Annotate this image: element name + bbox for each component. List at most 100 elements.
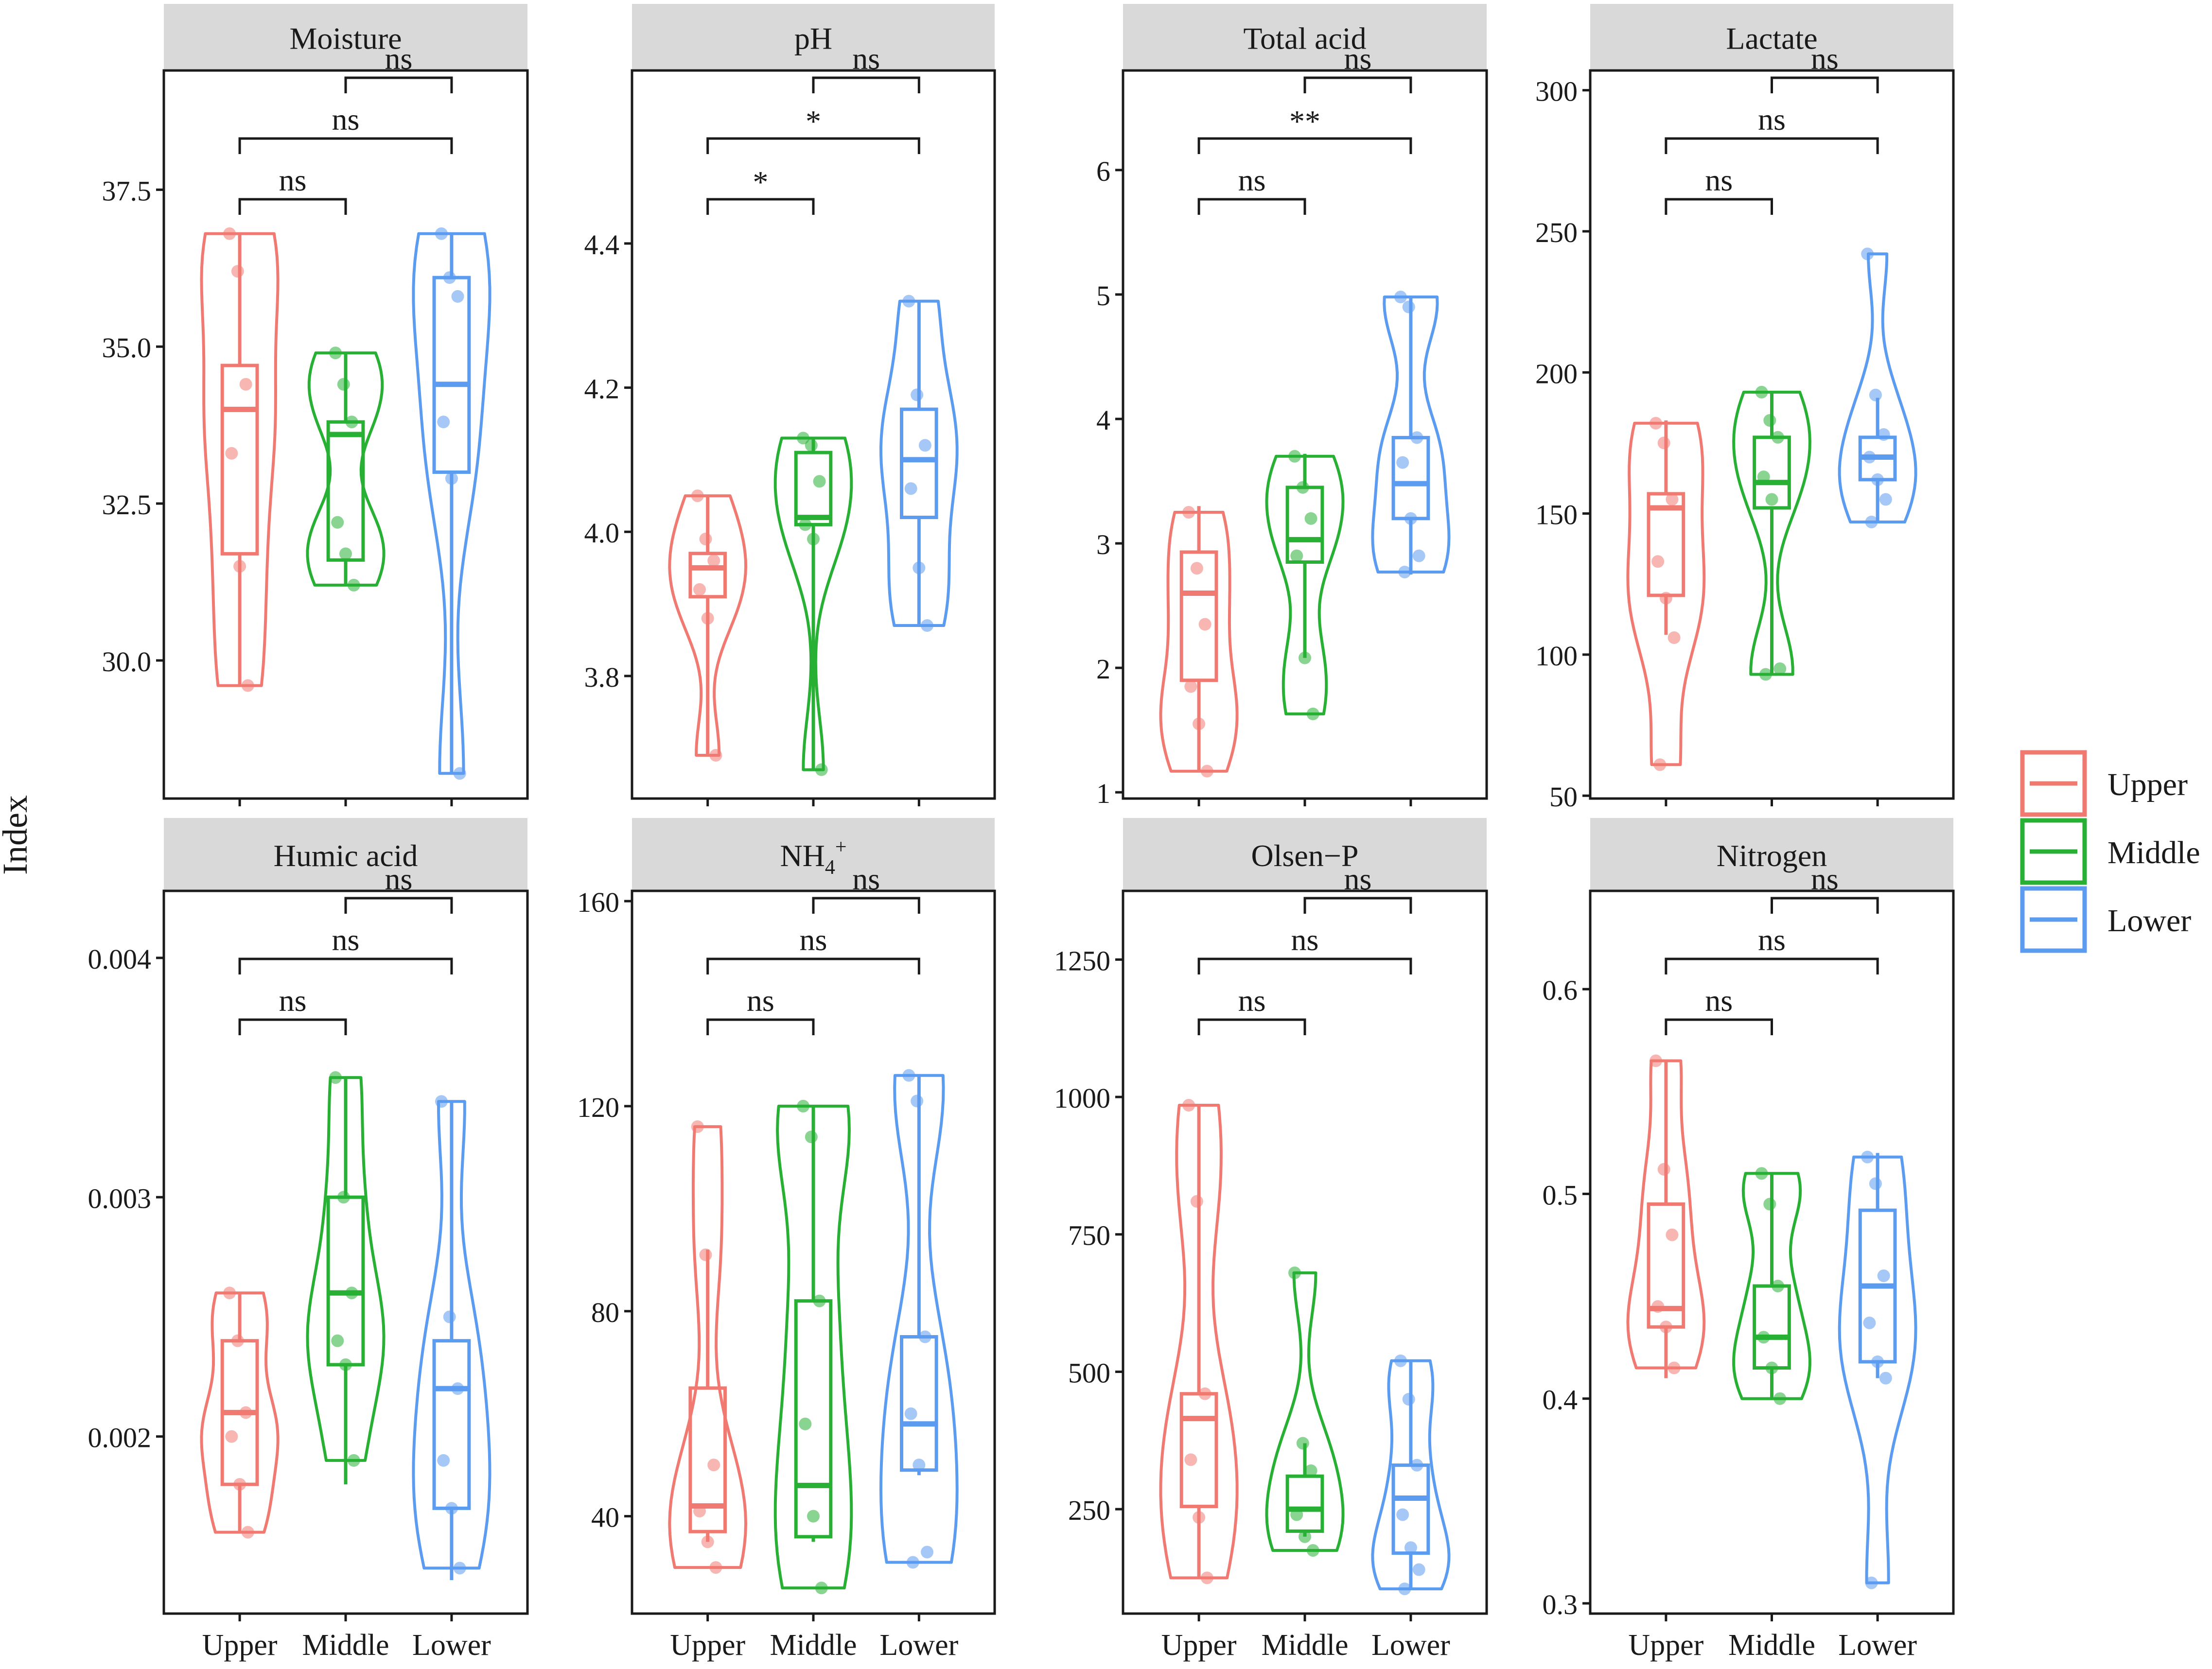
data-point xyxy=(1184,680,1197,693)
data-point xyxy=(347,1454,360,1467)
data-point xyxy=(1410,1459,1423,1472)
data-point xyxy=(1290,1508,1303,1521)
violin-middle xyxy=(1732,390,1811,676)
x-tick-label: Upper xyxy=(202,1629,278,1662)
box xyxy=(1753,1284,1791,1370)
data-point xyxy=(1396,1508,1409,1521)
comparison-upper-middle: ns xyxy=(1665,163,1773,215)
strip-ph xyxy=(632,4,995,70)
series-lower xyxy=(412,227,492,780)
data-point xyxy=(913,1459,926,1472)
y-tick-label: 0.3 xyxy=(1543,1589,1578,1620)
data-point xyxy=(1398,1582,1411,1596)
x-tick-label: Lower xyxy=(879,1629,958,1662)
data-point xyxy=(813,1294,826,1307)
comparison-upper-lower: ns xyxy=(1665,102,1879,154)
data-point xyxy=(1666,1228,1679,1241)
box xyxy=(1285,1474,1324,1533)
comparison-label: * xyxy=(806,104,821,139)
panel-frame xyxy=(162,889,529,1615)
strip-nh4 xyxy=(632,818,995,891)
y-tick-label: 3.8 xyxy=(584,661,620,693)
data-point xyxy=(1394,291,1407,304)
violin-lower xyxy=(1371,1359,1451,1591)
data-point xyxy=(815,763,828,776)
strip-lactate xyxy=(1590,4,1953,70)
data-point xyxy=(1659,591,1672,605)
strip-humic-acid xyxy=(164,818,527,891)
data-point xyxy=(799,518,812,531)
strip-olsen-p xyxy=(1123,818,1487,891)
comparison-label: ns xyxy=(747,983,774,1018)
data-point xyxy=(1649,1054,1662,1067)
y-tick-label: 150 xyxy=(1535,499,1578,531)
x-tick-label: Upper xyxy=(1161,1629,1237,1662)
y-tick-label: 1000 xyxy=(1054,1082,1110,1114)
y-tick-label: 0.6 xyxy=(1543,974,1578,1006)
legend-label-lower: Lower xyxy=(2107,903,2191,939)
y-tick-label: 250 xyxy=(1535,217,1578,248)
violin-lower xyxy=(879,1074,959,1564)
data-point xyxy=(911,388,924,401)
data-point xyxy=(1763,414,1776,427)
data-point xyxy=(437,416,450,429)
box xyxy=(326,420,365,562)
comparison-upper-lower: ns xyxy=(238,922,453,974)
box xyxy=(432,276,471,474)
data-point xyxy=(699,533,712,546)
box xyxy=(900,407,938,520)
data-point xyxy=(1402,300,1415,313)
comparison-bracket xyxy=(238,957,453,974)
data-point xyxy=(1879,493,1892,506)
comparison-label: ns xyxy=(1758,922,1786,957)
comparison-bracket xyxy=(1197,137,1412,154)
box xyxy=(1179,1392,1218,1508)
comparison-bracket xyxy=(1665,957,1879,974)
comparison-bracket xyxy=(1303,76,1412,93)
data-point xyxy=(1410,431,1423,444)
panel-total-acid: Total acid123456UpperMiddleLowerns**ns xyxy=(1096,4,1488,847)
violin-upper xyxy=(668,494,747,757)
comparison-bracket xyxy=(238,137,453,154)
data-point xyxy=(1398,565,1411,578)
data-point xyxy=(1190,1195,1203,1208)
y-tick-label: 160 xyxy=(577,887,619,918)
comparison-middle-lower: ns xyxy=(812,41,920,93)
data-point xyxy=(1306,1544,1319,1557)
panel-frame xyxy=(1122,889,1488,1615)
panels-layer: Moisture 30.0 32.5 35.0 37.5 Upper Middle Lower… xyxy=(88,4,1955,1662)
violin-lower xyxy=(1838,1155,1917,1584)
y-tick-label: 32.5 xyxy=(102,489,152,521)
y-tick-label: 200 xyxy=(1535,358,1578,389)
comparison-label: ns xyxy=(1705,983,1733,1018)
strip-nitrogen xyxy=(1590,818,1953,891)
comparison-bracket xyxy=(1197,957,1412,974)
data-point xyxy=(902,1069,915,1082)
comparison-label: ns xyxy=(1291,922,1319,957)
data-point xyxy=(1651,1300,1665,1313)
comparison-upper-lower: ** xyxy=(1197,104,1412,154)
data-point xyxy=(1755,1167,1768,1180)
comparison-upper-middle: ns xyxy=(1197,983,1306,1035)
panel-title: Lactate xyxy=(1726,21,1817,56)
box xyxy=(900,1335,938,1472)
series-upper xyxy=(1626,417,1706,771)
series-middle xyxy=(1265,1266,1345,1557)
data-point xyxy=(1755,385,1768,399)
comparison-upper-lower: ns xyxy=(706,922,920,974)
data-point xyxy=(1288,450,1301,463)
violin-upper xyxy=(1626,421,1706,766)
y-tick-label: 37.5 xyxy=(102,175,152,207)
data-point xyxy=(1861,1150,1874,1164)
data-point xyxy=(1861,247,1874,261)
comparison-bracket xyxy=(706,198,815,215)
comparison-bracket xyxy=(1665,198,1773,215)
data-point xyxy=(813,475,826,488)
data-point xyxy=(1657,1163,1670,1176)
data-point xyxy=(331,516,344,529)
data-point xyxy=(691,489,704,503)
comparison-label: ns xyxy=(852,862,880,896)
data-point xyxy=(435,227,448,240)
